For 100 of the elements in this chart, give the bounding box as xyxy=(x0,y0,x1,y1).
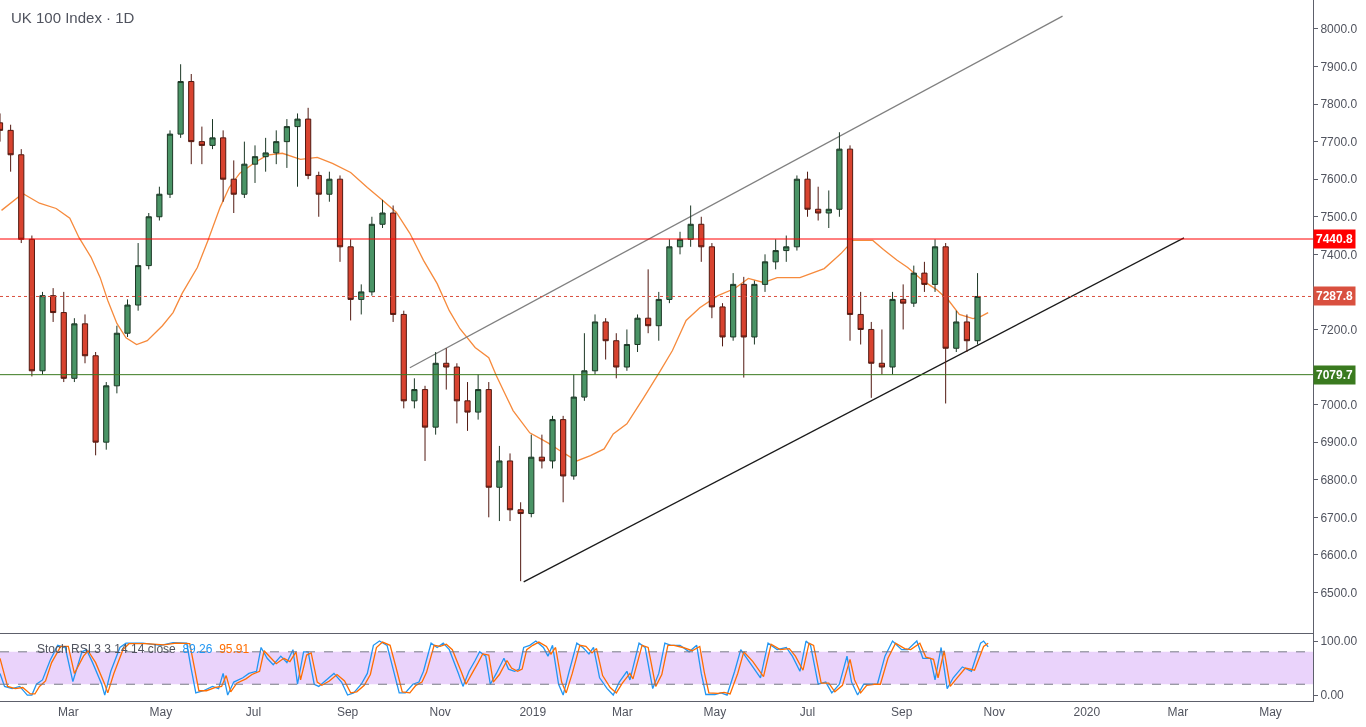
candlestick xyxy=(900,283,907,330)
candlestick xyxy=(166,129,174,199)
candlestick xyxy=(783,235,790,263)
candlestick xyxy=(336,174,344,263)
candlestick xyxy=(730,272,737,342)
candlestick xyxy=(634,313,641,353)
y-tick-label: 6600.0 xyxy=(1320,548,1358,563)
x-tick-label: May xyxy=(703,705,727,720)
candlestick xyxy=(390,204,397,323)
series-label: 95.91 xyxy=(219,642,250,656)
candlestick xyxy=(613,332,620,379)
x-tick-label: Mar xyxy=(57,705,79,720)
candlestick xyxy=(251,144,259,184)
candlestick xyxy=(910,265,917,308)
candlestick xyxy=(294,112,301,188)
x-tick-label: Mar xyxy=(612,705,633,720)
candlestick xyxy=(591,313,599,376)
candlestick xyxy=(772,238,779,270)
x-tick-label: 2019 xyxy=(519,705,547,720)
candlestick xyxy=(347,238,354,321)
candlestick xyxy=(188,73,195,165)
candlestick xyxy=(602,317,609,361)
candlestick xyxy=(358,283,365,315)
y-tick-label: 7000.0 xyxy=(1320,397,1358,412)
y-tick-label: 0.00 xyxy=(1320,688,1345,703)
candlestick xyxy=(889,291,896,376)
candlestick xyxy=(379,199,386,229)
ref-line-label: 7079.7 xyxy=(1316,368,1354,382)
x-tick-label: 2020 xyxy=(1073,705,1101,720)
y-tick-label: 6800.0 xyxy=(1320,472,1358,487)
y-tick-label: 7200.0 xyxy=(1320,322,1358,337)
y-tick-label: 6900.0 xyxy=(1320,435,1358,450)
candlestick xyxy=(156,186,163,222)
candlestick xyxy=(963,313,971,353)
candlestick xyxy=(974,272,981,345)
y-tick-label: 7400.0 xyxy=(1320,247,1358,262)
candlestick xyxy=(676,231,684,255)
candlestick xyxy=(220,129,227,203)
candlestick xyxy=(496,445,503,522)
candlestick xyxy=(517,501,524,582)
candlestick xyxy=(209,118,216,150)
candlestick xyxy=(528,434,535,518)
candlestick xyxy=(475,374,482,421)
candlestick xyxy=(60,291,67,383)
y-tick-label: 8000.0 xyxy=(1320,22,1358,37)
candlestick xyxy=(878,328,886,376)
candlestick xyxy=(549,415,556,469)
candlestick xyxy=(570,374,577,481)
y-tick-label: 7700.0 xyxy=(1320,134,1358,149)
candlestick xyxy=(868,321,875,399)
candlestick xyxy=(135,242,142,312)
x-tick-label: Jul xyxy=(245,705,262,720)
x-tick-label: Mar xyxy=(1167,705,1189,720)
candlestick xyxy=(708,242,716,319)
x-tick-label: May xyxy=(1259,705,1282,720)
candlestick xyxy=(18,148,25,244)
candlestick xyxy=(485,381,492,518)
candlestick xyxy=(560,415,567,503)
candlestick xyxy=(432,351,439,436)
candlestick xyxy=(50,287,57,323)
candlestick xyxy=(623,328,630,372)
text: UK 100 Index · 1D xyxy=(11,9,135,26)
x-tick-label: Jul xyxy=(799,705,816,720)
candlestick xyxy=(698,216,705,263)
candlestick xyxy=(81,313,89,364)
x-tick-label: Nov xyxy=(983,705,1005,720)
candlestick xyxy=(71,317,78,383)
candlestick xyxy=(443,347,450,391)
candlestick xyxy=(198,126,205,165)
candlestick xyxy=(921,261,928,293)
candlestick xyxy=(262,137,269,173)
candlestick xyxy=(103,381,110,451)
ref-line-label: 7287.8 xyxy=(1316,289,1354,303)
candlestick xyxy=(305,107,312,180)
candlestick xyxy=(400,310,407,409)
candlestick xyxy=(740,276,747,379)
candlestick xyxy=(751,280,758,345)
candlestick xyxy=(953,310,960,353)
candlestick xyxy=(273,129,280,165)
candlestick xyxy=(825,189,832,229)
candlestick xyxy=(113,325,120,394)
candlestick xyxy=(39,291,46,376)
x-tick-label: May xyxy=(149,705,173,720)
y-tick-label: 7800.0 xyxy=(1320,97,1358,112)
candlestick xyxy=(241,141,248,199)
candlestick xyxy=(506,452,514,522)
candlestick xyxy=(7,124,14,173)
candlestick xyxy=(942,242,949,404)
candlestick xyxy=(836,131,843,218)
candlestick xyxy=(804,171,811,218)
candlestick xyxy=(464,381,471,432)
candlestick xyxy=(719,302,726,347)
candlestick xyxy=(857,291,864,345)
candlestick xyxy=(28,235,35,377)
y-tick-label: 6500.0 xyxy=(1320,585,1358,600)
y-tick-label: 7500.0 xyxy=(1320,209,1358,224)
candlestick xyxy=(846,144,854,342)
candlestick xyxy=(411,377,418,409)
candlestick xyxy=(92,351,99,456)
candlestick xyxy=(931,238,939,293)
